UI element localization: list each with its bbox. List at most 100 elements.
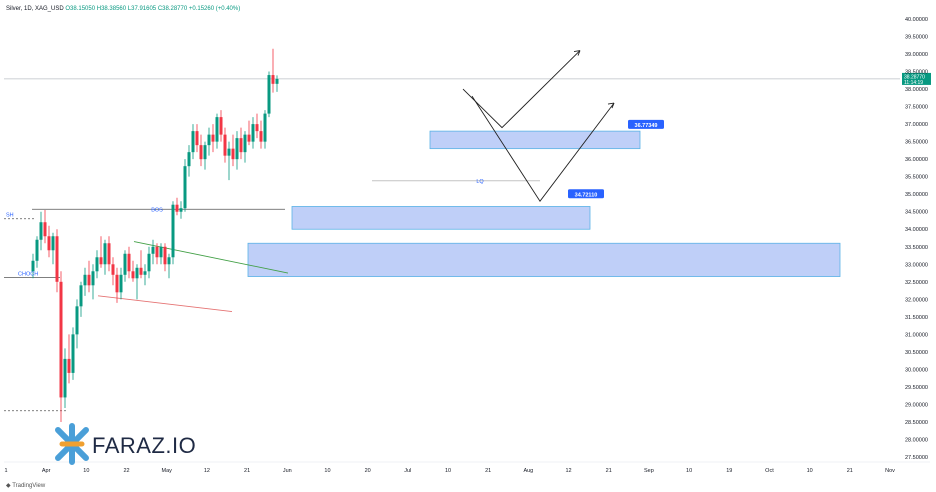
tradingview-label: TradingView bbox=[12, 483, 46, 489]
sh-label: SH bbox=[6, 213, 14, 219]
zone-box bbox=[291, 206, 591, 230]
y-tick-label: 28.00000 bbox=[905, 437, 928, 443]
candle-body bbox=[187, 152, 191, 167]
zone1-price-tag-bg bbox=[628, 119, 664, 129]
candle-body bbox=[35, 239, 39, 261]
candle-body bbox=[59, 281, 63, 398]
candle-body bbox=[119, 274, 123, 293]
candle-body bbox=[115, 274, 119, 293]
candle-body bbox=[43, 222, 47, 237]
change-value: +0.15260 (+0.40%) bbox=[188, 6, 241, 12]
candle-body bbox=[139, 267, 143, 275]
y-tick-label: 38.50000 bbox=[905, 70, 928, 76]
candle-body bbox=[171, 204, 175, 258]
low-value: L37.91605 bbox=[127, 6, 157, 12]
choch-label: CHOCH bbox=[18, 272, 38, 278]
candle-body bbox=[39, 222, 43, 240]
last-price-value: 38.28770 bbox=[904, 74, 925, 80]
candle-body bbox=[271, 75, 275, 84]
candle-body bbox=[235, 138, 239, 160]
candle-body bbox=[127, 253, 131, 272]
candle-body bbox=[107, 243, 111, 265]
x-axis: 1 Apr 10 22 May 12 21 Jun 10 20 Jul 10 21 Aug 12 21 Sep 1… bbox=[4, 461, 930, 474]
y-tick-label: 35.00000 bbox=[905, 192, 928, 198]
faraz-logo: FARAZ.IO bbox=[55, 423, 196, 465]
zone-boxes bbox=[247, 130, 841, 277]
candle-body bbox=[91, 271, 95, 286]
x-tick-label: Aug bbox=[523, 468, 533, 474]
y-tick-label: 31.50000 bbox=[905, 315, 928, 321]
candle-body bbox=[175, 204, 179, 212]
x-tick-label: 21 bbox=[606, 468, 612, 474]
candle-body bbox=[239, 138, 243, 153]
candle-body bbox=[87, 274, 91, 286]
candle-body bbox=[223, 134, 227, 156]
zone1-price-tag: 36.77349 bbox=[635, 123, 658, 129]
zone2-price-tag: 34.72110 bbox=[575, 192, 598, 198]
open-value: O38.15050 bbox=[65, 6, 96, 12]
last-price-bg bbox=[902, 72, 931, 85]
candle-body bbox=[75, 306, 79, 335]
candle-body bbox=[211, 134, 215, 142]
candle-body bbox=[83, 274, 87, 286]
candle-body bbox=[219, 117, 223, 135]
candle-body bbox=[143, 271, 147, 275]
candle-body bbox=[131, 271, 135, 279]
x-tick-label: 10 bbox=[686, 468, 692, 474]
x-tick-label: 19 bbox=[726, 468, 732, 474]
candle-body bbox=[255, 124, 259, 132]
candle-body bbox=[259, 131, 263, 142]
symbol-name: Silver, 1D, XAG_USD bbox=[6, 6, 64, 12]
candle-body bbox=[227, 148, 231, 156]
candle-body bbox=[215, 117, 219, 142]
y-tick-label: 28.50000 bbox=[905, 420, 928, 426]
y-tick-label: 37.50000 bbox=[905, 105, 928, 111]
candle-body bbox=[71, 334, 75, 373]
bos-label: BOS bbox=[151, 207, 163, 213]
candle-body bbox=[51, 236, 55, 251]
close-value: C38.28770 bbox=[157, 6, 188, 12]
zone-box bbox=[429, 130, 641, 150]
candle-body bbox=[31, 260, 35, 272]
candle-body bbox=[155, 246, 159, 258]
logo-icon bbox=[55, 423, 89, 465]
y-tick-label: 40.00000 bbox=[905, 17, 928, 23]
x-tick-label: 21 bbox=[485, 468, 491, 474]
x-tick-label: Jul bbox=[404, 468, 411, 474]
candle-body bbox=[63, 358, 67, 398]
candle-body bbox=[95, 257, 99, 272]
candle-body bbox=[167, 257, 171, 265]
y-tick-label: 39.50000 bbox=[905, 35, 928, 41]
candle-body bbox=[111, 264, 115, 275]
x-tick-label: 10 bbox=[445, 468, 451, 474]
candle-body bbox=[179, 208, 183, 212]
y-tick-label: 33.50000 bbox=[905, 245, 928, 251]
x-tick-label: Nov bbox=[885, 468, 895, 474]
y-tick-label: 38.00000 bbox=[905, 87, 928, 93]
high-value: H38.38560 bbox=[96, 6, 127, 12]
annotation-labels: BOS SH CHOCH LQ 36.77349 34.72110 38.2877011:1… bbox=[6, 72, 931, 278]
candle-body bbox=[99, 257, 103, 265]
y-tick-label: 33.00000 bbox=[905, 262, 928, 268]
zone-box bbox=[247, 242, 841, 277]
y-tick-label: 27.50000 bbox=[905, 455, 928, 461]
candle-body bbox=[103, 243, 107, 265]
candle-body bbox=[199, 145, 203, 160]
x-tick-label: 10 bbox=[83, 468, 89, 474]
candle-body bbox=[195, 131, 199, 146]
y-tick-label: 31.00000 bbox=[905, 332, 928, 338]
candle-body bbox=[135, 267, 139, 279]
x-tick-label: 21 bbox=[847, 468, 853, 474]
candle-body bbox=[163, 246, 167, 265]
arrow-head-1 bbox=[573, 50, 581, 56]
lq-label: LQ bbox=[476, 179, 484, 185]
y-tick-label: 29.50000 bbox=[905, 385, 928, 391]
y-tick-label: 32.50000 bbox=[905, 280, 928, 286]
x-tick-label: Jun bbox=[283, 468, 292, 474]
last-price-time: 11:14:19 bbox=[904, 80, 923, 86]
candle-body bbox=[55, 236, 59, 282]
wedge-lower-line bbox=[97, 295, 233, 313]
candle-body bbox=[151, 246, 155, 254]
y-tick-label: 35.50000 bbox=[905, 175, 928, 181]
